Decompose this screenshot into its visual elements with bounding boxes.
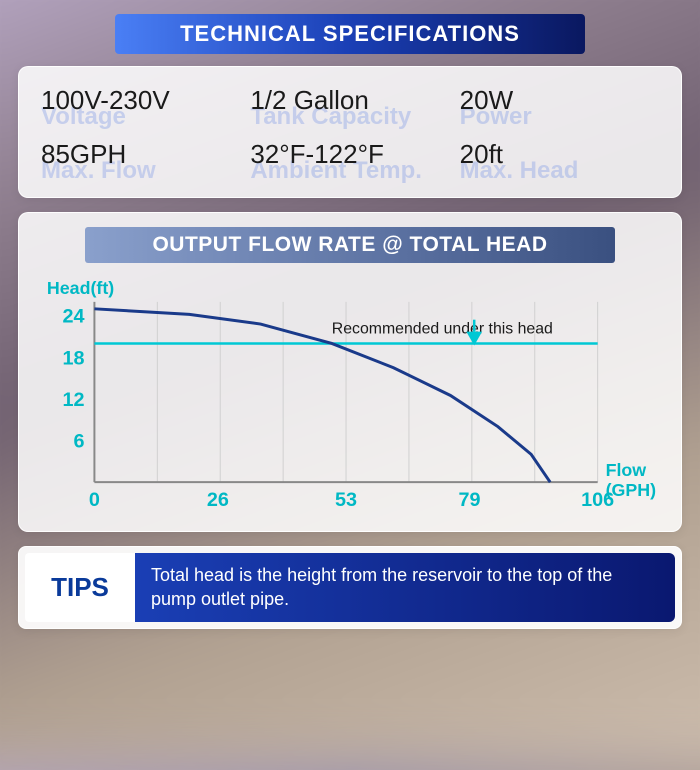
tips-card: TIPS Total head is the height from the r… — [18, 546, 682, 629]
spec-cell: Tank Capacity1/2 Gallon — [250, 81, 449, 133]
svg-text:24: 24 — [62, 306, 84, 328]
svg-text:Flow: Flow — [606, 460, 647, 480]
spec-cell: Voltage100V-230V — [41, 81, 240, 133]
svg-text:12: 12 — [62, 389, 84, 411]
tips-arrow-icon — [121, 575, 135, 599]
spec-cell: Max. Flow85GPH — [41, 135, 240, 187]
tips-text: Total head is the height from the reserv… — [135, 553, 675, 622]
svg-text:Recommended under this head: Recommended under this head — [332, 321, 553, 338]
svg-text:18: 18 — [62, 347, 84, 369]
spec-card: Voltage100V-230VTank Capacity1/2 GallonP… — [18, 66, 682, 198]
chart-card: OUTPUT FLOW RATE @ TOTAL HEAD 6 12 18 24 0 26… — [18, 212, 682, 532]
spec-cell: Power20W — [460, 81, 659, 133]
chart-title: OUTPUT FLOW RATE @ TOTAL HEAD — [85, 227, 615, 263]
flow-head-chart: 61218240265379106Head(ft)Flow(GPH)Recomm… — [33, 273, 667, 513]
spec-value: 100V-230V — [41, 85, 170, 116]
spec-value: 20W — [460, 85, 513, 116]
svg-text:53: 53 — [335, 489, 357, 511]
svg-text:(GPH): (GPH) — [606, 480, 657, 500]
svg-text:6: 6 — [73, 430, 84, 452]
svg-text:79: 79 — [458, 489, 480, 511]
tips-tag: TIPS — [25, 553, 135, 622]
svg-text:Head(ft): Head(ft) — [47, 278, 114, 298]
spec-value: 85GPH — [41, 139, 126, 170]
svg-text:26: 26 — [207, 489, 229, 511]
spec-cell: Max. Head20ft — [460, 135, 659, 187]
spec-value: 32°F-122°F — [250, 139, 384, 170]
spec-value: 1/2 Gallon — [250, 85, 369, 116]
header-title: TECHNICAL SPECIFICATIONS — [115, 14, 585, 54]
spec-cell: Ambient Temp.32°F-122°F — [250, 135, 449, 187]
spec-value: 20ft — [460, 139, 503, 170]
svg-text:0: 0 — [89, 489, 100, 511]
